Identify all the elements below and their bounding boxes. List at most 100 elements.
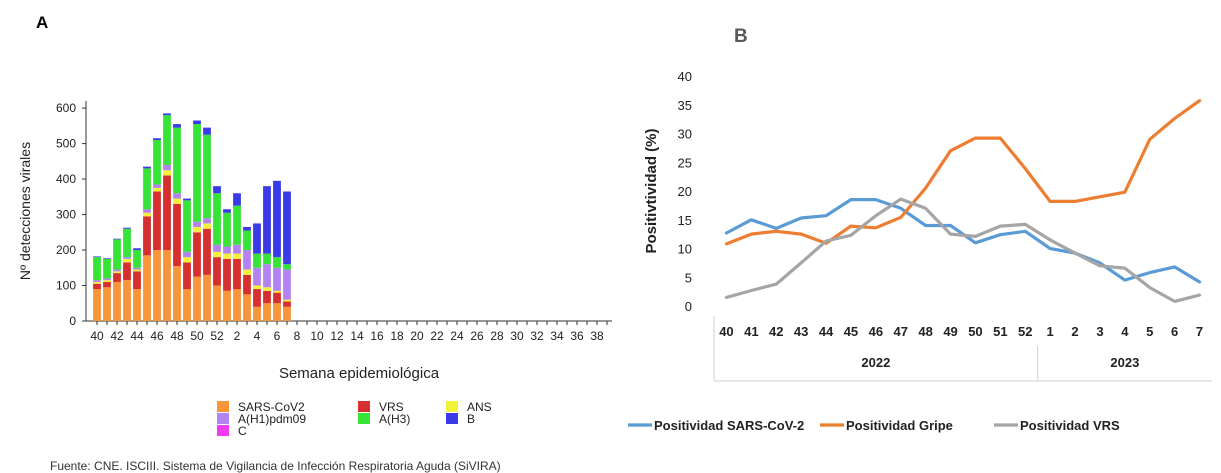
bar-vrs bbox=[203, 228, 211, 275]
legend-label: SARS-CoV2 bbox=[238, 400, 305, 414]
bar-ans bbox=[163, 170, 171, 176]
legend-label: A(H3) bbox=[379, 412, 410, 426]
bar-b bbox=[123, 227, 131, 229]
bar-vrs bbox=[113, 273, 121, 282]
legend-swatch bbox=[358, 413, 370, 424]
legend-swatch bbox=[446, 401, 458, 412]
bar-a-h3- bbox=[213, 193, 221, 245]
bar-ans bbox=[153, 187, 161, 192]
bar-ans bbox=[93, 281, 101, 284]
bar-a-h3- bbox=[173, 127, 181, 194]
bar-vrs bbox=[193, 232, 201, 277]
bar-a-h3- bbox=[153, 140, 161, 185]
bar-b bbox=[243, 226, 251, 231]
bar-ans bbox=[143, 212, 151, 217]
bar-b bbox=[153, 138, 161, 141]
bar-b bbox=[93, 256, 101, 258]
y-tick-label: 500 bbox=[56, 137, 76, 151]
bar-b bbox=[203, 127, 211, 135]
panel-b-label: B bbox=[734, 26, 748, 47]
bar-a-h3- bbox=[103, 258, 111, 279]
bar-a-h1-pdm09 bbox=[173, 193, 181, 199]
bar-a-h1-pdm09 bbox=[123, 257, 131, 259]
bar-a-h1-pdm09 bbox=[103, 278, 111, 281]
x-tick-label: 52 bbox=[1018, 324, 1032, 339]
x-tick-label: 28 bbox=[490, 329, 504, 343]
x-tick-label: 51 bbox=[993, 324, 1007, 339]
bar-vrs bbox=[233, 258, 241, 290]
bar-b bbox=[273, 180, 281, 258]
x-tick-label: 49 bbox=[943, 324, 957, 339]
x-tick-label: 26 bbox=[470, 329, 484, 343]
bar-a-h1-pdm09 bbox=[163, 164, 171, 171]
bar-vrs bbox=[93, 283, 101, 290]
bar-ans bbox=[113, 271, 121, 274]
bar-a-h3- bbox=[253, 253, 261, 268]
bar-b bbox=[113, 238, 121, 240]
y-tick-label: 5 bbox=[685, 270, 692, 285]
bar-ans bbox=[203, 223, 211, 229]
bar-sars-cov2 bbox=[213, 285, 221, 321]
bar-a-h1-pdm09 bbox=[273, 267, 281, 291]
bar-vrs bbox=[243, 274, 251, 295]
bar-b bbox=[183, 198, 191, 201]
bar-sars-cov2 bbox=[193, 276, 201, 321]
bar-vrs bbox=[273, 292, 281, 304]
x-tick-label: 36 bbox=[570, 329, 584, 343]
bar-ans bbox=[263, 287, 271, 291]
series-line-positividad-gripe bbox=[724, 99, 1202, 246]
x-tick-label: 44 bbox=[130, 329, 144, 343]
bar-sars-cov2 bbox=[223, 290, 231, 321]
x-tick-label: 22 bbox=[430, 329, 444, 343]
x-tick-label: 50 bbox=[190, 329, 204, 343]
legend-label: VRS bbox=[379, 400, 404, 414]
x-tick-label: 6 bbox=[1171, 324, 1178, 339]
bar-b bbox=[103, 258, 111, 259]
bar-a-h1-pdm09 bbox=[233, 244, 241, 254]
bar-a-h1-pdm09 bbox=[213, 244, 221, 252]
x-tick-label: 32 bbox=[530, 329, 544, 343]
x-tick-label: 16 bbox=[370, 329, 384, 343]
bar-a-h1-pdm09 bbox=[143, 209, 151, 213]
bar-vrs bbox=[153, 191, 161, 251]
series-line-positividad-vrs bbox=[724, 197, 1202, 303]
bar-a-h3- bbox=[263, 253, 271, 265]
bar-b bbox=[193, 120, 201, 125]
bar-a-h3- bbox=[143, 168, 151, 210]
bar-vrs bbox=[123, 262, 131, 281]
bar-ans bbox=[123, 258, 131, 263]
bar-sars-cov2 bbox=[173, 266, 181, 321]
x-tick-label: 44 bbox=[819, 324, 834, 339]
bar-a-h1-pdm09 bbox=[113, 269, 121, 272]
x-tick-label: 12 bbox=[330, 329, 344, 343]
x-tick-label: 38 bbox=[590, 329, 604, 343]
bar-b bbox=[173, 124, 181, 128]
x-tick-label: 14 bbox=[350, 329, 364, 343]
bar-sars-cov2 bbox=[113, 281, 121, 321]
x-tick-label: 8 bbox=[294, 329, 301, 343]
x-tick-label: 50 bbox=[968, 324, 982, 339]
x-tick-label: 2 bbox=[234, 329, 241, 343]
x-tick-label: 4 bbox=[1121, 324, 1129, 339]
legend-swatch bbox=[446, 413, 458, 424]
x-tick-label: 40 bbox=[90, 329, 104, 343]
panel-a-footer: Fuente: CNE. ISCIII. Sistema de Vigilanc… bbox=[50, 459, 501, 473]
legend-label: A(H1)pdm09 bbox=[238, 412, 306, 426]
y-tick-label: 35 bbox=[678, 98, 692, 113]
legend-swatch bbox=[217, 401, 229, 412]
bar-a-h1-pdm09 bbox=[253, 267, 261, 286]
bar-sars-cov2 bbox=[93, 289, 101, 321]
x-tick-label: 43 bbox=[794, 324, 808, 339]
legend-label: C bbox=[238, 424, 247, 438]
bar-ans bbox=[243, 269, 251, 275]
y-tick-label: 25 bbox=[678, 155, 692, 170]
x-tick-label: 2 bbox=[1071, 324, 1078, 339]
legend-label: ANS bbox=[467, 400, 492, 414]
bar-ans bbox=[183, 257, 191, 263]
bar-b bbox=[233, 193, 241, 206]
bar-ans bbox=[253, 285, 261, 290]
bar-a-h3- bbox=[93, 257, 101, 281]
bar-a-h1-pdm09 bbox=[263, 264, 271, 288]
x-tick-label: 47 bbox=[894, 324, 908, 339]
